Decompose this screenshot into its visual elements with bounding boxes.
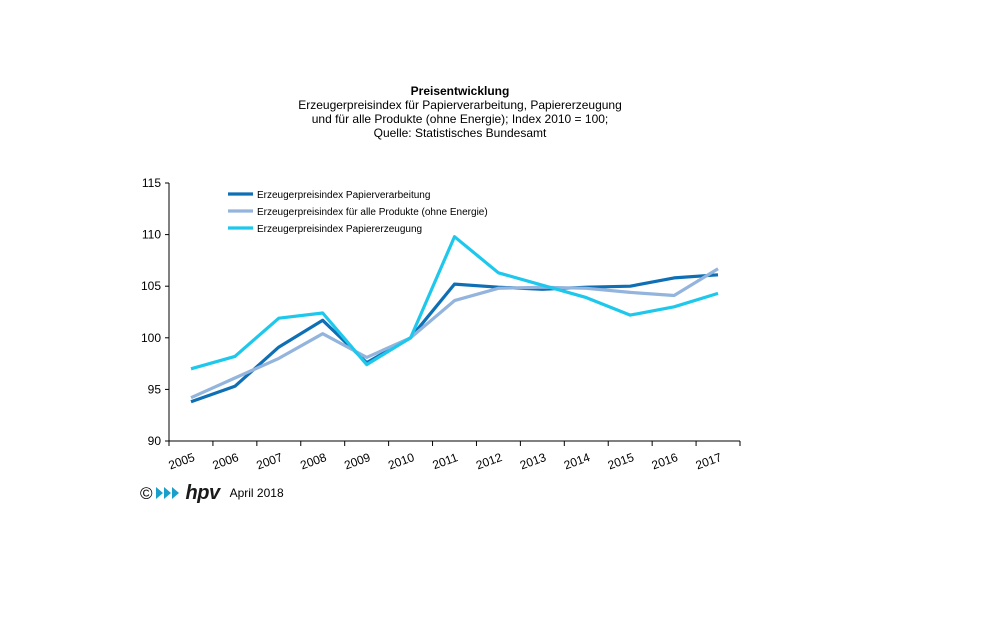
y-axis-ticks: 90 95 100 105 110 115: [141, 176, 169, 448]
copyright-symbol: ©: [140, 483, 153, 503]
chart-subtitle-line-2: und für alle Produkte (ohne Energie); In…: [311, 112, 609, 126]
series-line-2: [190, 267, 719, 400]
chart-title: Preisentwicklung: [410, 84, 510, 98]
x-tick-label: 2006: [211, 450, 241, 472]
x-tick-label: 2011: [431, 450, 460, 472]
footer: © hpv April 2018: [140, 481, 284, 504]
series-line-1: [190, 273, 719, 404]
hpv-chevron-logo-icon: [155, 487, 180, 499]
x-tick-label: 2010: [386, 450, 416, 472]
y-tick-label: 90: [148, 434, 162, 448]
chart-subtitle-line-1: Erzeugerpreisindex für Papierverarbeitun…: [298, 98, 622, 112]
y-tick-label: 100: [141, 331, 161, 345]
y-tick-label: 110: [142, 228, 161, 242]
chart-title-block: Preisentwicklung Erzeugerpreisindex für …: [260, 84, 660, 140]
chart-subtitle-line-3: Quelle: Statistisches Bundesamt: [373, 126, 547, 140]
hpv-logo-text: hpv: [185, 481, 221, 504]
x-tick-label: 2017: [694, 450, 724, 472]
x-tick-label: 2009: [342, 450, 372, 472]
series-line-3: [190, 235, 719, 371]
legend-label-3: Erzeugerpreisindex Papiererzeugung: [257, 224, 422, 235]
legend-label-1: Erzeugerpreisindex Papierverarbeitung: [257, 190, 430, 201]
legend-label-2: Erzeugerpreisindex für alle Produkte (oh…: [257, 207, 488, 218]
x-tick-label: 2005: [167, 450, 197, 472]
x-axis-ticks: 2005 2006 2007 2008 2009 2010 2011 2012 2013 2014…: [167, 441, 741, 472]
x-tick-label: 2015: [606, 450, 636, 472]
x-tick-label: 2007: [254, 450, 284, 472]
x-tick-label: 2016: [650, 450, 680, 472]
x-tick-label: 2008: [298, 450, 328, 472]
chart-axes: [168, 183, 740, 442]
x-tick-label: 2014: [562, 450, 592, 472]
x-tick-label: 2012: [474, 450, 504, 472]
footer-date: April 2018: [229, 486, 284, 500]
x-tick-label: 2013: [518, 450, 548, 472]
series-lines: [190, 235, 719, 404]
y-tick-label: 115: [142, 176, 161, 190]
legend: Erzeugerpreisindex Papierverarbeitung Erz…: [228, 190, 488, 235]
y-tick-label: 105: [141, 279, 161, 293]
y-tick-label: 95: [148, 382, 162, 396]
